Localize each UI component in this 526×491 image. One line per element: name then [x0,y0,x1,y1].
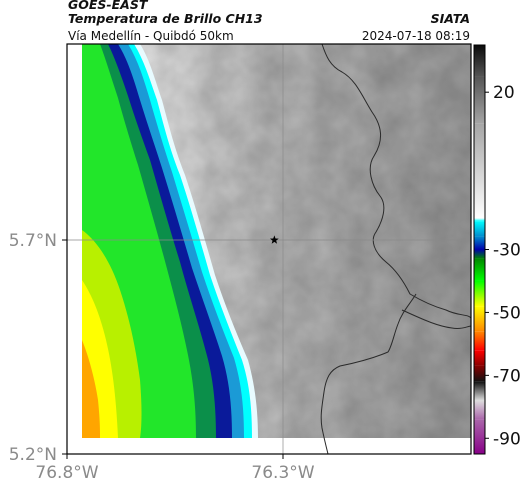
map-title: GOES-EAST [68,0,148,12]
colorbar-segment [474,331,485,351]
colorbar-segment [474,306,485,332]
longitude-tick-labels: 76.8°W 76.3°W [35,463,314,483]
colorbar-tick-label: -30 [493,241,521,261]
colorbar-segment [474,258,485,281]
colorbar-segment [474,350,485,366]
lon-tick-label: 76.3°W [251,463,314,483]
colorbar-segment [474,76,485,124]
no-data-strip [82,438,471,454]
municipal-border-line-2 [401,309,471,330]
map-product-title: Temperatura de Brillo CH13 [68,11,263,26]
colorbar-tick-labels: 20 -30 -50 -70 -90 [485,83,521,449]
lat-tick-label: 5.7°N [9,231,57,251]
colorbar-tick-label: -70 [493,366,521,386]
colorbar-segment [474,249,485,259]
cloud-orange-band [82,340,100,438]
colorbar-segment [474,365,485,382]
map-image-area [67,44,471,454]
colorbar [473,44,486,455]
lat-tick-label: 5.2°N [9,445,57,465]
colorbar-tick-label: -90 [493,429,521,449]
star-icon [269,235,279,244]
location-marker [269,235,279,244]
lon-tick-label: 76.8°W [35,463,98,483]
map-frame [66,43,472,455]
timestamp-label: 2024-07-18 08:19 [361,29,470,43]
colorbar-segment [474,123,485,219]
lat-lon-gridlines [62,44,471,459]
colorbar-segment [474,45,485,77]
colorbar-segment [474,419,485,454]
organization-label: SIATA [430,11,470,26]
colorbar-segment [474,400,485,420]
department-border-line [321,44,471,319]
colorbar-segment [474,221,485,237]
map-subtitle: Vía Medellín - Quibdó 50km [68,29,234,43]
colorbar-segment [474,280,485,307]
colorbar-tick-label: 20 [493,83,515,103]
colorbar-segment [474,218,485,222]
municipal-border-line [320,293,417,454]
colorbar-tick-label: -50 [493,303,521,323]
colorbar-segment [474,236,485,250]
colorbar-segment [474,381,485,401]
latitude-tick-labels: 5.7°N 5.2°N [9,231,57,465]
